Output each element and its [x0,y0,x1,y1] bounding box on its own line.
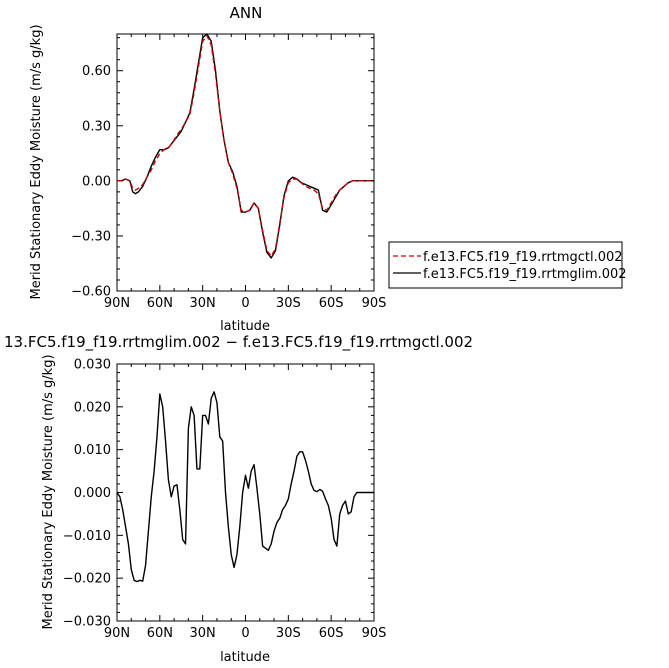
top-y-tick-label: −0.60 [71,285,111,300]
top-x-tick-label: 0 [241,296,249,311]
bottom-x-tick-label: 60S [319,626,344,641]
legend: f.e13.FC5.f19_f19.rrtmgctl.002 f.e13.FC5… [388,241,627,289]
top-series-line-0 [117,35,374,257]
bottom-y-tick-label: 0.010 [74,443,111,458]
bottom-y-tick-label: 0.030 [74,358,111,373]
legend-label-lim: f.e13.FC5.f19_f19.rrtmglim.002 [423,267,627,282]
top-axis-ticks: 90N 60N 30N 0 30S 60S 90S −0.60 −0.30 0.00 0.30 0.6… [71,34,386,311]
top-x-tick-label: 60S [319,296,344,311]
top-chart-title: ANN [230,4,263,22]
bottom-x-tick-label: 30S [276,626,301,641]
top-y-tick-label: 0.30 [82,119,111,134]
bottom-x-tick-label: 0 [241,626,249,641]
top-series-lines [117,33,374,259]
legend-label-ctl: f.e13.FC5.f19_f19.rrtmgctl.002 [423,250,623,265]
top-x-tick-label: 90S [362,296,387,311]
bottom-x-axis-label: latitude [220,650,270,665]
top-x-axis-label: latitude [220,319,270,334]
top-plot-frame [116,33,375,292]
top-x-tick-label: 60N [147,296,173,311]
top-series-line-1 [117,33,374,259]
bottom-series-lines [116,391,374,583]
bottom-chart-title: 13.FC5.f19_f19.rrtmglim.002 − f.e13.FC5.… [4,333,473,352]
bottom-y-tick-label: 0.020 [74,400,111,415]
bottom-axis-ticks: 90N 60N 30N 0 30S 60S 90S −0.030 −0.020 −0.010 0.0… [63,358,387,642]
bottom-y-tick-label: −0.020 [63,572,111,587]
top-x-tick-label: 30N [190,296,216,311]
bottom-chart: 13.FC5.f19_f19.rrtmglim.002 − f.e13.FC5.… [4,333,473,665]
top-x-tick-label: 90N [104,296,130,311]
top-y-tick-label: 0.60 [82,64,111,79]
bottom-y-tick-label: −0.010 [63,529,111,544]
bottom-x-tick-label: 60N [147,626,173,641]
top-y-tick-label: 0.00 [82,174,111,189]
bottom-y-tick-label: −0.030 [63,615,111,630]
bottom-y-tick-label: 0.000 [74,486,111,501]
top-x-tick-label: 30S [276,296,301,311]
bottom-x-tick-label: 90N [104,626,130,641]
top-y-axis-label: Merid Stationary Eddy Moisture (m/s g/kg… [29,24,44,299]
top-y-tick-label: −0.30 [71,229,111,244]
bottom-y-axis-label: Merid Stationary Eddy Moisture (m/s g/kg… [41,354,56,629]
bottom-plot-frame [116,363,375,622]
bottom-x-tick-label: 30N [190,626,216,641]
legend-box [388,241,623,289]
bottom-series-line-0 [116,391,374,583]
bottom-x-tick-label: 90S [362,626,387,641]
top-chart: ANN 90N 60N 30N 0 30S 60S 90S −0.60 −0.30 0.00 0.3… [29,4,386,334]
